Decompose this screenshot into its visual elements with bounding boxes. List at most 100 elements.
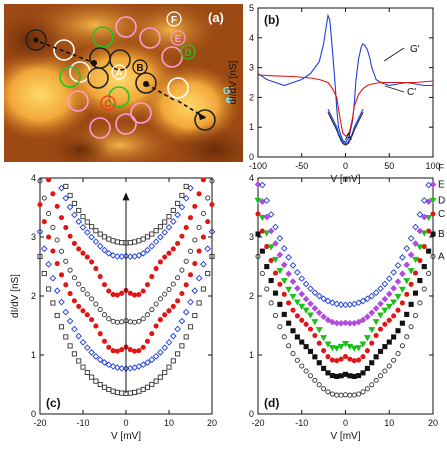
data-point: [136, 238, 142, 244]
data-point: [311, 319, 319, 326]
data-point: [360, 354, 366, 360]
x-tick-label: 0: [343, 418, 348, 428]
data-point: [71, 200, 77, 206]
data-point: [132, 319, 138, 325]
data-point: [157, 296, 163, 302]
data-point: [136, 348, 142, 354]
data-point: [404, 334, 410, 340]
data-point: [76, 207, 82, 214]
data-point: [320, 313, 327, 321]
data-point: [286, 343, 292, 349]
data-point: [403, 278, 411, 285]
data-point: [101, 312, 108, 318]
data-point: [140, 344, 146, 350]
data-point: [162, 219, 168, 225]
data-point: [136, 388, 142, 394]
data-point: [106, 236, 112, 242]
site-dot: [33, 37, 39, 43]
data-point: [324, 316, 332, 324]
data-point: [93, 265, 99, 272]
data-point: [420, 213, 428, 221]
data-point: [403, 245, 411, 252]
data-point: [329, 357, 335, 363]
data-point: [315, 327, 323, 334]
data-point: [209, 253, 215, 260]
data-point: [321, 386, 327, 392]
data-point: [101, 246, 108, 254]
data-point: [114, 364, 121, 371]
site-dot-g: [226, 97, 232, 103]
data-point: [281, 291, 287, 297]
data-point: [169, 332, 177, 340]
data-point: [200, 260, 207, 268]
data-point: [386, 363, 392, 369]
data-point: [148, 242, 156, 250]
data-point: [62, 308, 70, 316]
data-point: [80, 308, 86, 314]
data-point: [385, 290, 393, 298]
data-point: [298, 275, 306, 282]
data-point: [139, 361, 147, 369]
data-point: [430, 231, 436, 237]
site-label-g: G': [223, 86, 233, 97]
data-point: [191, 287, 199, 295]
data-point: [175, 275, 181, 281]
y-tick-label: 4: [249, 173, 254, 183]
data-point: [200, 177, 206, 183]
y-tick-label: 2: [249, 92, 254, 102]
data-point: [46, 234, 52, 240]
data-point: [333, 319, 341, 327]
data-point: [259, 181, 266, 189]
data-point: [377, 373, 384, 379]
data-point: [63, 258, 69, 264]
data-point: [307, 373, 314, 379]
data-point: [342, 340, 349, 348]
data-point: [272, 240, 279, 247]
data-point: [179, 233, 185, 239]
data-point: [139, 249, 147, 257]
data-point: [334, 358, 340, 364]
data-point: [178, 317, 186, 325]
data-point: [369, 382, 375, 388]
data-point: [408, 281, 414, 287]
data-point: [205, 271, 211, 277]
data-point: [114, 348, 120, 354]
data-point: [254, 181, 262, 188]
data-point: [162, 312, 168, 318]
data-point: [76, 281, 82, 287]
site-label-d: D: [184, 48, 191, 59]
data-point: [372, 319, 380, 326]
data-point: [364, 348, 370, 354]
data-point: [359, 341, 367, 348]
data-point: [71, 298, 77, 304]
data-point: [67, 290, 73, 297]
data-point: [119, 390, 125, 396]
data-point: [369, 340, 375, 346]
data-point: [412, 223, 419, 231]
data-point: [303, 368, 309, 374]
data-point: [182, 308, 190, 316]
data-point: [329, 373, 335, 379]
panel-label-a: (a): [208, 10, 224, 25]
data-point: [264, 264, 270, 270]
data-point: [373, 332, 379, 339]
data-point: [109, 363, 117, 370]
data-point: [157, 349, 164, 356]
data-point: [66, 317, 74, 325]
data-point: [351, 373, 357, 379]
data-point: [280, 278, 288, 285]
data-point: [320, 335, 328, 342]
x-tick-label: 10: [384, 418, 394, 428]
data-point: [161, 344, 169, 352]
data-point: [420, 197, 428, 204]
data-point: [170, 358, 176, 364]
data-point: [267, 244, 275, 251]
data-point: [416, 211, 424, 218]
data-point: [285, 270, 292, 278]
panel-label: (b): [264, 13, 279, 27]
data-point: [80, 214, 86, 220]
x-axis-label: V [mV]: [111, 431, 141, 442]
data-point: [316, 360, 322, 366]
data-point: [399, 254, 406, 261]
data-point: [426, 248, 432, 254]
